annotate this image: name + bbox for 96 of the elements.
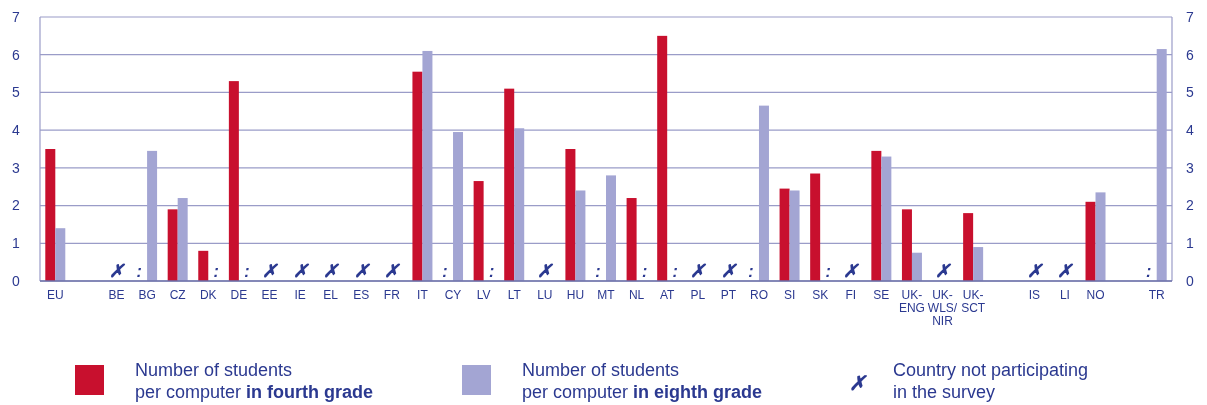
- annotation: ✗: [108, 261, 126, 281]
- bar: [198, 250, 209, 281]
- y-tick-label: 7: [12, 8, 21, 25]
- y2-tick-label: 3: [1186, 159, 1195, 176]
- bar: [871, 150, 882, 281]
- bar: [626, 198, 637, 281]
- annotation: ✗: [720, 261, 738, 281]
- x-tick-label: EU: [46, 288, 64, 302]
- bar: [167, 209, 178, 281]
- y-tick-label: 4: [12, 122, 21, 139]
- bar: [657, 35, 668, 281]
- y2-tick-label: 2: [1186, 197, 1195, 214]
- annotation: ✗: [843, 261, 861, 281]
- x-tick-label: TR: [1148, 288, 1166, 302]
- y2-tick-label: 4: [1186, 122, 1195, 139]
- bar: [901, 209, 912, 281]
- bar: [45, 149, 56, 281]
- bar: [973, 247, 984, 281]
- y-tick-label: 2: [12, 197, 21, 214]
- annotation: :: [442, 263, 448, 280]
- x-tick-label: PT: [720, 288, 737, 302]
- annotation: ✗: [935, 261, 953, 281]
- annotation: ✗: [690, 261, 708, 281]
- y2-tick-label: 1: [1186, 235, 1195, 252]
- x-tick-label: NL: [628, 288, 645, 302]
- x-tick-label: UK-WLS/NIR: [927, 288, 958, 328]
- bar: [473, 181, 484, 281]
- x-tick-label: LT: [507, 288, 522, 302]
- bar: [911, 252, 922, 281]
- annotation: ✗: [353, 261, 371, 281]
- y-tick-label: 1: [12, 235, 21, 252]
- x-tick-label: IS: [1028, 288, 1040, 302]
- x-tick-label: CY: [444, 288, 462, 302]
- x-tick-label: RO: [749, 288, 768, 302]
- x-tick-label: AT: [659, 288, 676, 302]
- x-tick-label: FI: [845, 288, 857, 302]
- x-tick-label: BE: [108, 288, 125, 302]
- y2-tick-label: 5: [1186, 84, 1195, 101]
- x-tick-label: DE: [230, 288, 248, 302]
- x-tick-label: SK: [812, 288, 829, 302]
- bar: [1085, 201, 1096, 281]
- y-tick-label: 3: [12, 159, 21, 176]
- x-tick-label: IT: [417, 288, 429, 302]
- x-tick-label: ES: [353, 288, 370, 302]
- x-tick-label: SI: [783, 288, 796, 302]
- x-tick-label: LI: [1059, 288, 1070, 302]
- y2-tick-label: 0: [1186, 272, 1195, 289]
- annotation: ✗: [292, 261, 310, 281]
- bar: [810, 173, 821, 281]
- x-tick-label: MT: [597, 288, 616, 302]
- x-tick-label: DK: [199, 288, 217, 302]
- x-tick-label: LV: [476, 288, 491, 302]
- bar: [963, 213, 974, 281]
- annotation: ✗: [1057, 261, 1075, 281]
- annotation: ✗: [537, 261, 555, 281]
- y-tick-label: 5: [12, 84, 21, 101]
- x-tick-label: PL: [690, 288, 706, 302]
- bar: [228, 81, 239, 281]
- annotation: ✗: [261, 261, 279, 281]
- annotation: :: [244, 263, 250, 280]
- x-tick-label: CZ: [169, 288, 186, 302]
- x-tick-label: SE: [873, 288, 890, 302]
- x-tick-label: NO: [1086, 288, 1105, 302]
- annotation: :: [136, 263, 142, 280]
- annotation: :: [213, 263, 219, 280]
- x-tick-label: EE: [261, 288, 278, 302]
- x-tick-label: UK-SCT: [961, 288, 986, 315]
- legend-label: Number of students per computer in fourth grade: [135, 360, 374, 402]
- y-tick-label: 6: [12, 46, 21, 63]
- annotation: :: [825, 263, 831, 280]
- annotation: :: [672, 263, 678, 280]
- text: Country not participating in the survey: [893, 360, 1089, 402]
- bar: [412, 71, 423, 281]
- bar: [504, 88, 515, 281]
- x-tick-label: FR: [383, 288, 401, 302]
- legend-label: Number of students per computer in eighth grade: [522, 360, 763, 402]
- annotation: :: [595, 263, 601, 280]
- y-tick-label: 0: [12, 272, 21, 289]
- annotation: :: [641, 263, 648, 280]
- text: ✗: [848, 372, 866, 394]
- annotation: ✗: [323, 261, 341, 281]
- x-tick-label: IE: [294, 288, 306, 302]
- x-tick-label: HU: [566, 288, 585, 302]
- y2-tick-label: 6: [1186, 46, 1195, 63]
- annotation: :: [748, 263, 754, 280]
- annotation: ✗: [1026, 261, 1044, 281]
- annotation: :: [488, 263, 495, 280]
- x-tick-label: EL: [323, 288, 339, 302]
- bar: [565, 149, 576, 281]
- x-tick-label: LU: [537, 288, 553, 302]
- x-tick-label: UK-ENG: [898, 288, 925, 315]
- annotation: :: [1146, 263, 1152, 280]
- x-tick-label: BG: [138, 288, 156, 302]
- annotation: ✗: [384, 261, 402, 281]
- y2-tick-label: 7: [1186, 8, 1195, 25]
- bar: [779, 188, 790, 281]
